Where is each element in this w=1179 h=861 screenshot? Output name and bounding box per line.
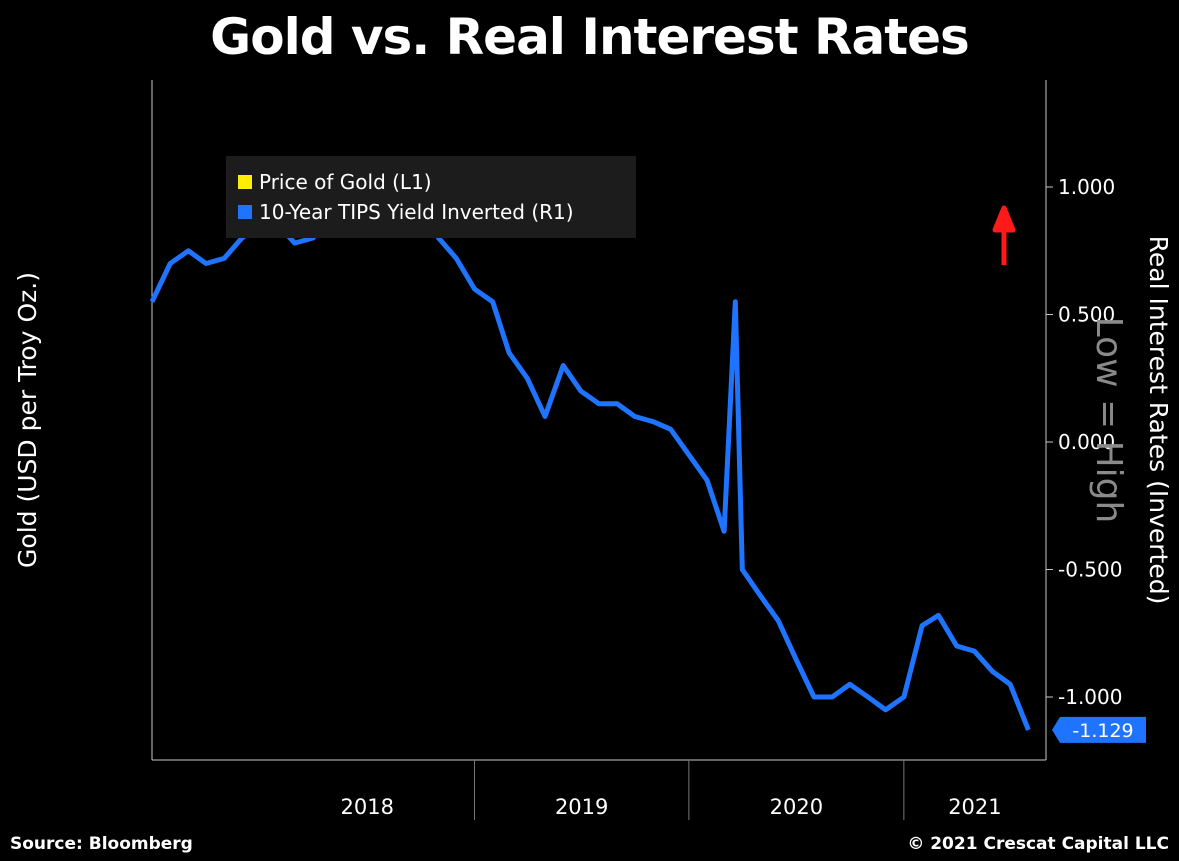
- x-tick-label: 2021: [948, 795, 1001, 819]
- legend-swatch-gold: [238, 175, 252, 189]
- right-axis-title: Real Interest Rates (Inverted): [1144, 236, 1173, 605]
- chart-title: Gold vs. Real Interest Rates: [210, 8, 970, 66]
- red-up-arrow-icon: [992, 205, 1016, 265]
- left-axis-title: Gold (USD per Troy Oz.): [13, 272, 42, 568]
- right-tick-label: 0.000: [1058, 430, 1115, 454]
- last-value-label-tips: -1.129: [1072, 720, 1133, 742]
- legend-box: [226, 156, 636, 238]
- x-tick-label: 2018: [341, 795, 394, 819]
- copyright-note: © 2021 Crescat Capital LLC: [907, 834, 1169, 854]
- right-tick-label: 1.000: [1058, 175, 1115, 199]
- legend-swatch-tips: [238, 205, 252, 219]
- right-tick-label: 0.500: [1058, 303, 1115, 327]
- x-tick-label: 2019: [555, 795, 608, 819]
- series-line-tips: [149, 159, 1031, 731]
- right-tick-label: -0.500: [1058, 558, 1122, 582]
- last-value-tag-tips: [1052, 716, 1146, 743]
- source-note: Source: Bloomberg: [10, 834, 193, 854]
- legend-label-gold: Price of Gold (L1): [259, 170, 432, 194]
- x-tick-label: 2020: [770, 795, 823, 819]
- annotation-low-high: Low = High: [1088, 317, 1129, 524]
- legend-label-tips: 10-Year TIPS Yield Inverted (R1): [259, 200, 574, 224]
- right-tick-label: -1.000: [1058, 685, 1122, 709]
